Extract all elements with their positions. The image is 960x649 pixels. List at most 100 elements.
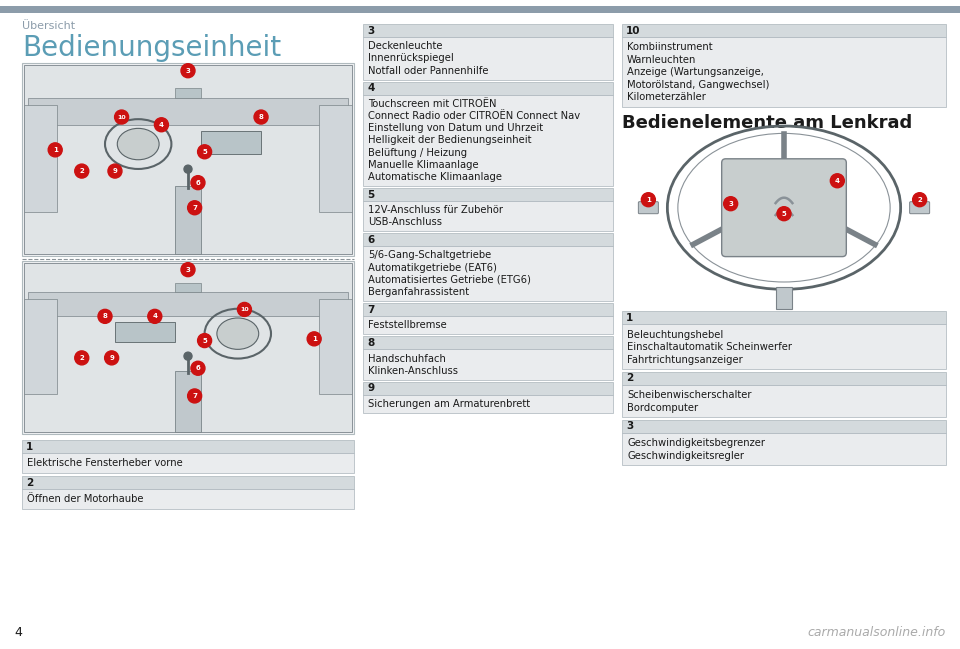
Bar [622, 420, 946, 433]
Text: 5: 5 [203, 337, 207, 343]
Text: 6: 6 [367, 235, 374, 245]
Bar [319, 299, 352, 394]
Bar [175, 284, 202, 292]
Circle shape [191, 176, 205, 190]
Text: 6: 6 [196, 365, 201, 371]
Bar [22, 63, 354, 256]
Circle shape [641, 193, 656, 206]
Text: Automatische Klimaanlage: Automatische Klimaanlage [368, 172, 502, 182]
Bar [175, 186, 202, 254]
Text: Warnleuchten: Warnleuchten [627, 55, 696, 65]
Bar [24, 105, 58, 212]
Bar [22, 476, 354, 489]
Circle shape [181, 64, 195, 78]
Bar [363, 382, 613, 395]
Text: 4: 4 [159, 122, 164, 128]
Bar [22, 440, 354, 453]
Text: Helligkeit der Bedienungseinheit: Helligkeit der Bedienungseinheit [368, 135, 532, 145]
Text: 1: 1 [312, 336, 317, 342]
Text: Geschwindigkeitsregler: Geschwindigkeitsregler [627, 450, 744, 461]
Text: Notfall oder Pannenhilfe: Notfall oder Pannenhilfe [368, 66, 489, 75]
Circle shape [198, 145, 211, 159]
Text: Geschwindigkeitsbegrenzer: Geschwindigkeitsbegrenzer [627, 438, 765, 448]
Text: Deckenleuchte: Deckenleuchte [368, 41, 443, 51]
Bar [363, 188, 613, 201]
Circle shape [777, 206, 791, 221]
Text: 2: 2 [626, 373, 634, 384]
Ellipse shape [217, 318, 258, 349]
Text: 2: 2 [80, 168, 84, 174]
Text: Einstellung von Datum und Uhrzeit: Einstellung von Datum und Uhrzeit [368, 123, 543, 133]
Circle shape [75, 351, 88, 365]
Circle shape [184, 352, 192, 360]
Text: 2: 2 [26, 478, 34, 487]
Circle shape [307, 332, 322, 346]
Text: 3: 3 [185, 267, 190, 273]
Bar [622, 324, 946, 369]
Text: 2: 2 [80, 355, 84, 361]
Circle shape [181, 263, 195, 276]
Text: 1: 1 [626, 313, 634, 323]
Bar [776, 288, 792, 310]
Bar [319, 105, 352, 212]
Text: 8: 8 [258, 114, 263, 120]
Bar [363, 95, 613, 186]
Circle shape [48, 143, 62, 157]
Bar [0, 6, 960, 13]
Circle shape [724, 197, 737, 211]
Text: Connect Radio oder CITROËN Connect Nav: Connect Radio oder CITROËN Connect Nav [368, 111, 580, 121]
Text: Manuelle Klimaanlage: Manuelle Klimaanlage [368, 160, 479, 169]
Bar [175, 371, 202, 432]
Bar [622, 312, 946, 324]
Text: 12V-Anschluss für Zubehör: 12V-Anschluss für Zubehör [368, 205, 503, 215]
Bar [622, 24, 946, 37]
Bar [363, 303, 613, 316]
Text: 9: 9 [109, 355, 114, 361]
Text: Belüftung / Heizung: Belüftung / Heizung [368, 147, 468, 158]
Circle shape [830, 174, 845, 188]
Text: 2: 2 [917, 197, 922, 202]
Ellipse shape [117, 129, 159, 160]
Bar [622, 372, 946, 385]
Text: 3: 3 [185, 67, 190, 74]
Text: Handschuhfach: Handschuhfach [368, 354, 445, 363]
Bar [115, 321, 175, 342]
Text: Bedienelemente am Lenkrad: Bedienelemente am Lenkrad [622, 114, 912, 132]
Circle shape [75, 164, 88, 178]
Bar [22, 453, 354, 473]
Text: Automatisiertes Getriebe (ETG6): Automatisiertes Getriebe (ETG6) [368, 275, 531, 285]
Bar [363, 349, 613, 380]
Text: Einschaltautomatik Scheinwerfer: Einschaltautomatik Scheinwerfer [627, 342, 792, 352]
Text: Scheibenwischerschalter: Scheibenwischerschalter [627, 390, 752, 400]
Text: Touchscreen mit CITROËN: Touchscreen mit CITROËN [368, 99, 496, 108]
Text: Fahrtrichtungsanzeiger: Fahrtrichtungsanzeiger [627, 354, 743, 365]
Text: 4: 4 [367, 83, 374, 93]
Text: Anzeige (Wartungsanzeige,: Anzeige (Wartungsanzeige, [627, 67, 764, 77]
Text: 1: 1 [646, 197, 651, 202]
Circle shape [98, 310, 112, 323]
Circle shape [114, 110, 129, 124]
Circle shape [148, 310, 162, 323]
Text: Kombiinstrument: Kombiinstrument [627, 42, 712, 53]
Text: carmanualsonline.info: carmanualsonline.info [807, 626, 946, 639]
Text: Bedienungseinheit: Bedienungseinheit [22, 34, 281, 62]
Bar [363, 395, 613, 413]
Bar [22, 261, 354, 434]
Bar [363, 201, 613, 232]
Bar [363, 82, 613, 95]
Bar [622, 37, 946, 106]
FancyBboxPatch shape [910, 202, 929, 214]
Text: 5/6-Gang-Schaltgetriebe: 5/6-Gang-Schaltgetriebe [368, 251, 492, 260]
Circle shape [108, 164, 122, 178]
Text: 9: 9 [367, 384, 374, 393]
Bar [28, 98, 348, 125]
Bar [202, 130, 261, 154]
Circle shape [105, 351, 119, 365]
Text: Motorölstand, Gangwechsel): Motorölstand, Gangwechsel) [627, 80, 769, 90]
Text: Feststellbremse: Feststellbremse [368, 321, 446, 330]
Text: Innenrückspiegel: Innenrückspiegel [368, 53, 454, 64]
Text: 8: 8 [103, 313, 108, 319]
Text: 3: 3 [367, 25, 374, 36]
Text: 7: 7 [192, 204, 197, 211]
Text: Berganfahrassistent: Berganfahrassistent [368, 287, 469, 297]
